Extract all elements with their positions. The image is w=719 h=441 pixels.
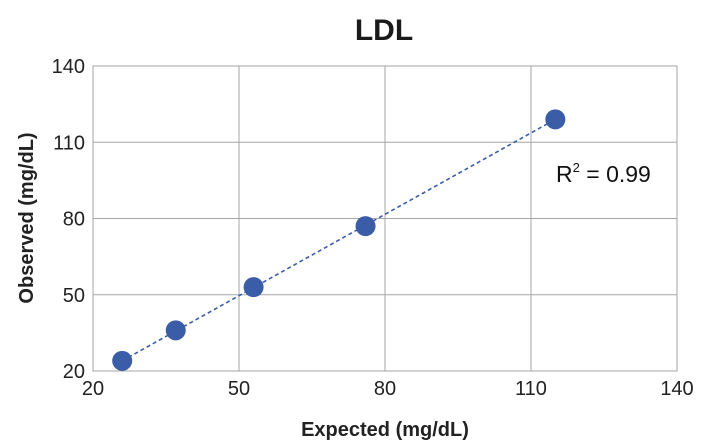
y-tick-label: 20 bbox=[63, 361, 85, 383]
plot-area bbox=[92, 65, 678, 372]
data-point bbox=[112, 350, 133, 371]
y-tick-label: 80 bbox=[63, 209, 85, 231]
y-tick-label: 110 bbox=[53, 132, 85, 154]
x-tick-labels: 20 50 80 110 140 bbox=[82, 378, 694, 400]
data-point bbox=[243, 277, 264, 298]
x-tick-label: 80 bbox=[374, 378, 396, 400]
x-axis-label: Expected (mg/dL) bbox=[301, 419, 469, 441]
x-tick-label: 140 bbox=[660, 378, 693, 400]
r-squared-value: = 0.99 bbox=[580, 161, 651, 187]
x-tick-label: 20 bbox=[82, 378, 104, 400]
y-tick-label: 140 bbox=[52, 56, 85, 78]
y-axis-label: Observed (mg/dL) bbox=[16, 132, 38, 303]
x-tick-label: 50 bbox=[228, 378, 250, 400]
r-squared-letter: R bbox=[556, 161, 573, 187]
data-point bbox=[355, 216, 376, 237]
y-tick-labels: 20 50 80 110 140 bbox=[52, 56, 85, 383]
data-point bbox=[545, 109, 566, 130]
r-squared-exponent: 2 bbox=[573, 160, 580, 175]
data-points bbox=[112, 109, 566, 371]
chart-title: LDL bbox=[355, 14, 413, 47]
y-tick-label: 50 bbox=[63, 285, 85, 307]
trendline bbox=[121, 118, 556, 362]
r-squared-annotation: R2 = 0.99 bbox=[556, 160, 651, 187]
x-tick-label: 110 bbox=[515, 378, 547, 400]
data-point bbox=[165, 320, 186, 341]
